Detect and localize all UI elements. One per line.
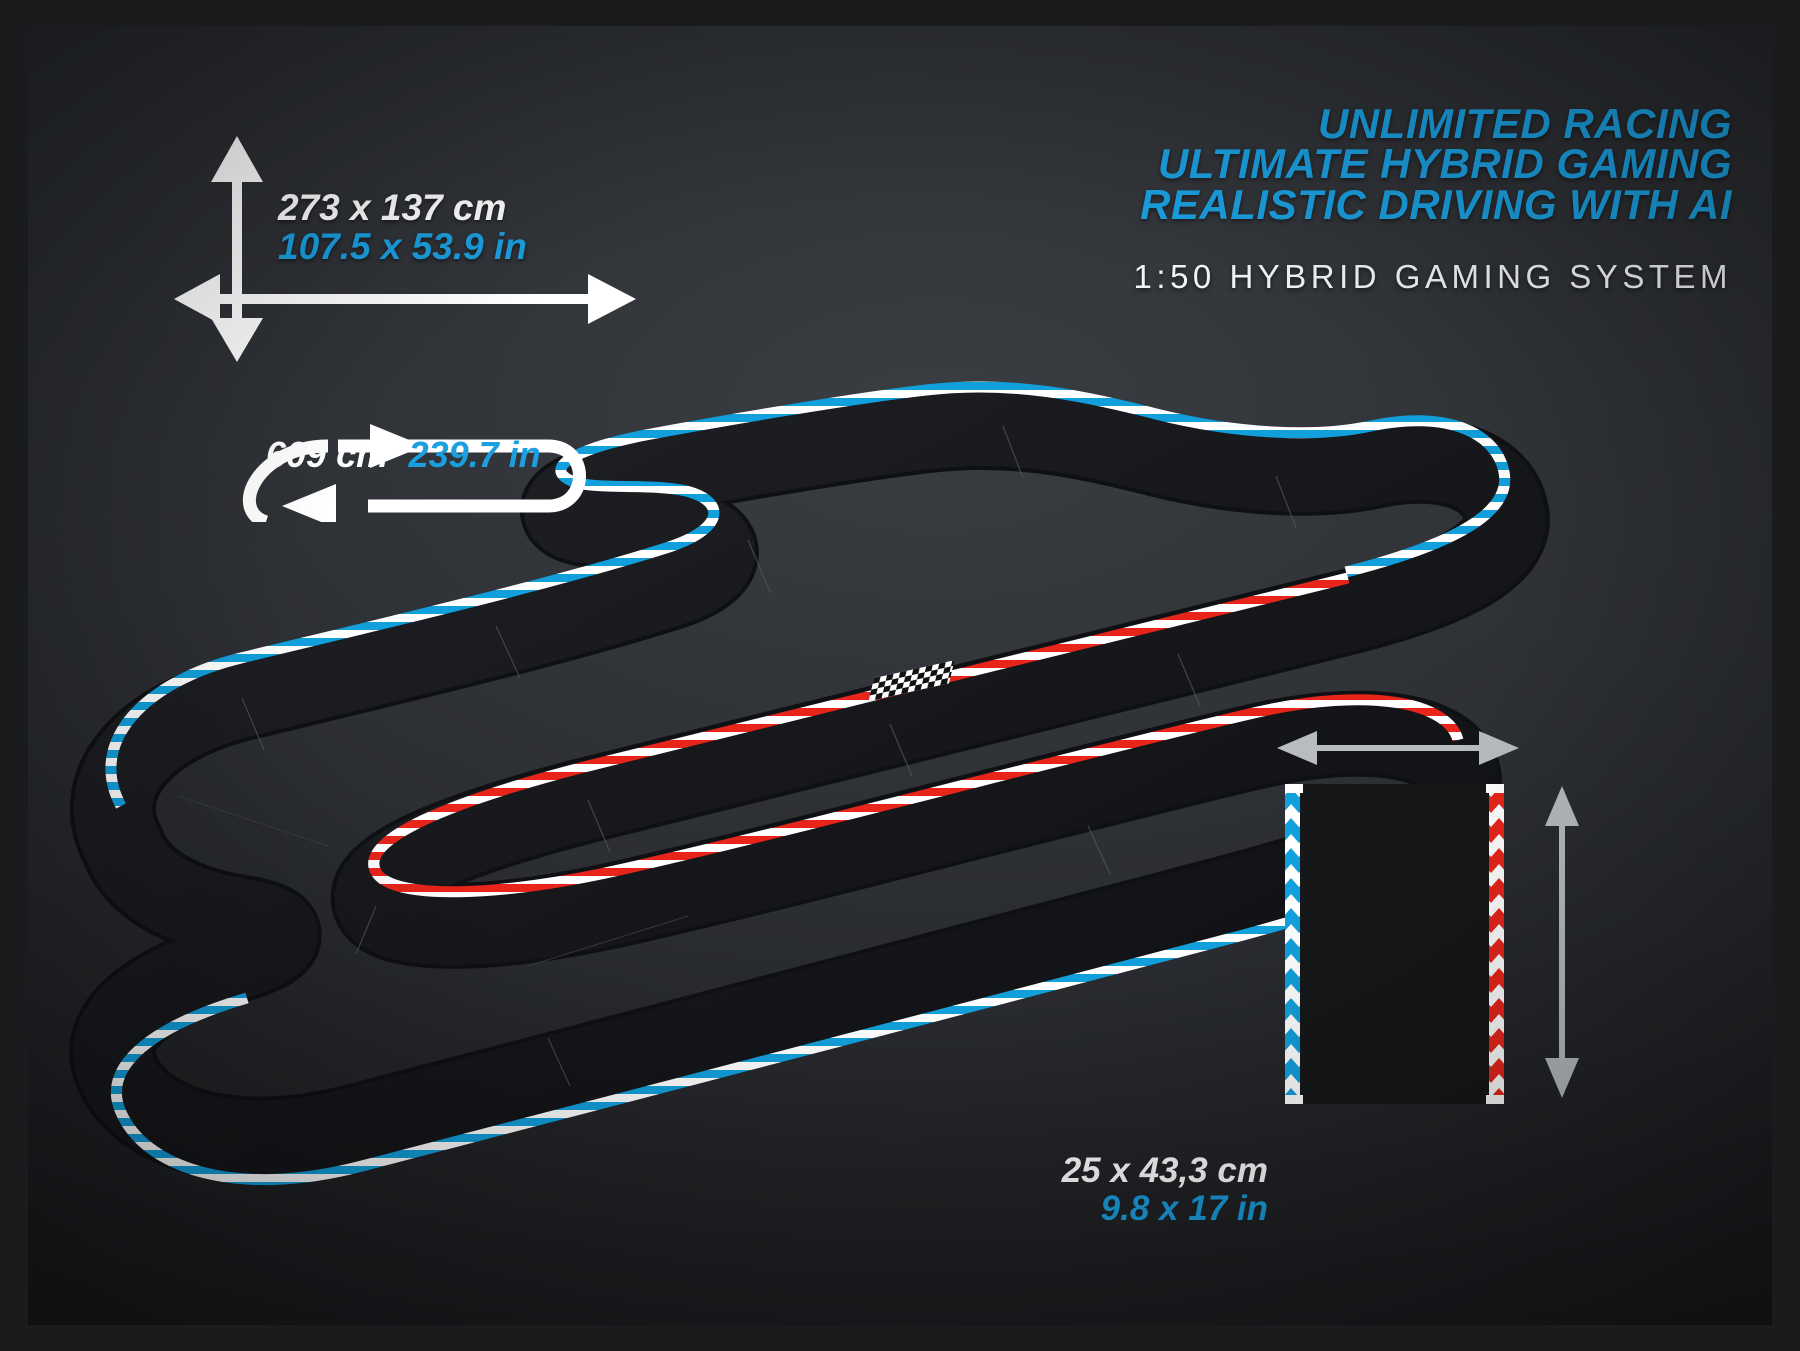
track-size-metric: 273 x 137 cm [278, 187, 507, 228]
track-layout-illustration [69, 381, 1550, 1186]
track-length-metric: 609 cm [266, 434, 389, 475]
track-piece-illustration [1277, 731, 1579, 1104]
loop-length-arrow-icon [242, 424, 586, 522]
headline-line-1: UNLIMITED RACING [1318, 100, 1732, 147]
product-headline: UNLIMITED RACING ULTIMATE HYBRID GAMING … [1140, 100, 1732, 228]
piece-height-arrow [1545, 786, 1579, 1098]
dimension-cross-arrows [174, 136, 636, 362]
track-size-labels: 273 x 137 cm 107.5 x 53.9 in [278, 187, 527, 267]
track-size-imperial: 107.5 x 53.9 in [278, 225, 527, 267]
track-size-dimension: 273 x 137 cm 107.5 x 53.9 in [168, 134, 638, 364]
track-length-badge: 609 cm 239.7 in [218, 394, 618, 522]
track-length-imperial: 239.7 in [408, 434, 541, 475]
headline-line-2: ULTIMATE HYBRID GAMING [1157, 140, 1732, 188]
graphic-frame: 273 x 137 cm 107.5 x 53.9 in 609 cm 239.… [28, 26, 1772, 1325]
piece-width-arrow [1277, 731, 1519, 765]
product-subtitle: 1:50 HYBRID GAMING SYSTEM [1133, 258, 1732, 295]
piece-size-imperial: 9.8 x 17 in [1100, 1188, 1268, 1228]
piece-kerb-left-blue [1285, 784, 1300, 1104]
headline-line-3: REALISTIC DRIVING WITH AI [1140, 180, 1732, 228]
piece-kerb-right-red [1489, 784, 1504, 1104]
piece-size-metric: 25 x 43,3 cm [1061, 1151, 1268, 1190]
piece-size-labels: 25 x 43,3 cm 9.8 x 17 in [1048, 1152, 1268, 1228]
track-length-labels: 609 cm 239.7 in [266, 434, 541, 476]
